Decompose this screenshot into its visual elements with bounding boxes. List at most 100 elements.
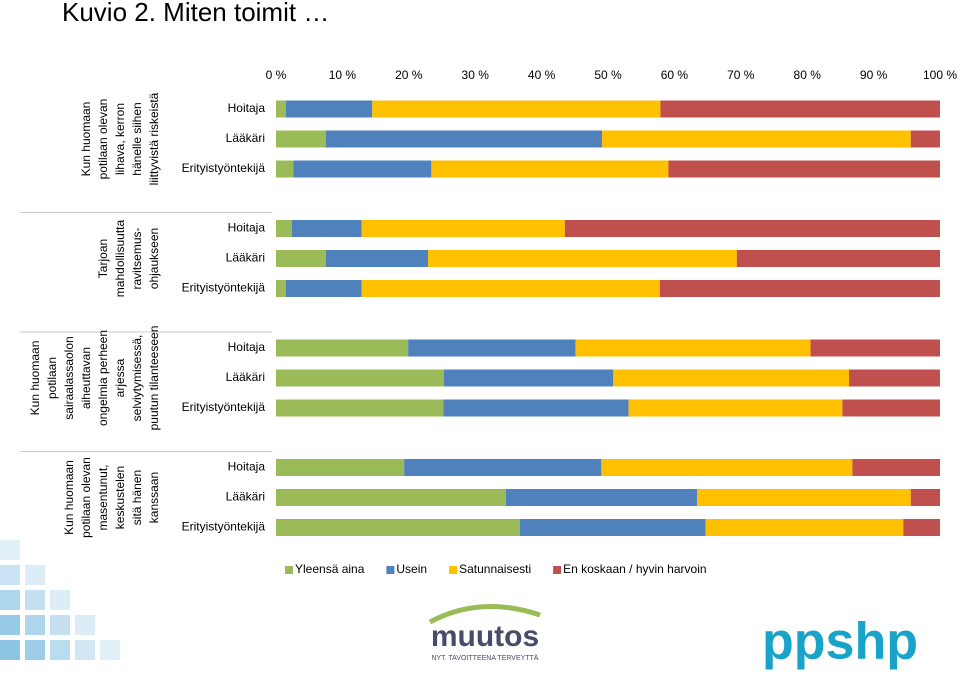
bar-segment (325, 250, 429, 267)
x-tick-label: 90 % (860, 68, 888, 82)
group-label: mahdollisuutta (113, 219, 127, 297)
group-label: keskustelen (113, 466, 127, 529)
group-label: hänelle siihen (130, 102, 144, 175)
bar-segment (276, 369, 444, 387)
group-label: ravitsemus- (130, 227, 144, 289)
bar-segment (276, 280, 286, 297)
y-tick-label: Erityistyöntekijä (182, 520, 266, 534)
bar-segment (276, 160, 294, 178)
logo-swoosh (428, 604, 541, 625)
group-label: sitä hänen (130, 470, 144, 525)
bar-segment (659, 280, 940, 297)
x-tick-label: 40 % (528, 68, 556, 82)
bar-segment (276, 100, 286, 118)
y-tick-label: Erityistyöntekijä (182, 281, 266, 295)
x-tick-label: 10 % (329, 68, 357, 82)
decoration (0, 540, 120, 660)
bar-segment (575, 339, 811, 357)
x-tick-label: 60 % (661, 68, 689, 82)
x-tick-label: 80 % (794, 68, 822, 82)
group-label: kanssaan (147, 472, 161, 523)
bar-segment (852, 459, 940, 476)
group-label: ohjaukseen (147, 228, 161, 289)
x-tick-label: 20 % (395, 68, 423, 82)
group-label: potilaan olevan (96, 99, 110, 180)
group-label: Kun huomaan (28, 341, 42, 416)
bar-segment (276, 130, 326, 148)
group-label: masentunut, (96, 464, 110, 530)
bar-segment (276, 250, 326, 267)
bar-segment (361, 220, 565, 237)
bar-segment (910, 489, 940, 506)
bar-segment (285, 280, 362, 297)
group-label: sairaalassaolon (62, 336, 76, 419)
bar-segment (810, 339, 940, 357)
bar-segment (660, 100, 940, 118)
legend-swatch (553, 566, 562, 574)
x-tick-label: 70 % (727, 68, 755, 82)
y-tick-label: Erityistyöntekijä (182, 161, 266, 175)
legend-swatch (449, 566, 458, 574)
group-label: lihava, kerron (113, 103, 127, 175)
bar-segment (736, 250, 940, 267)
bar-segment (668, 160, 940, 178)
legend-label: Satunnaisesti (459, 562, 531, 576)
bar-segment (372, 100, 661, 118)
group-label: ongelmia perheen (96, 330, 110, 426)
bar-segment (431, 160, 669, 178)
bar-segment (601, 459, 853, 476)
bar-segment (443, 369, 614, 387)
bar-segment (842, 399, 940, 417)
bar-segment (291, 220, 362, 237)
x-tick-label: 50 % (594, 68, 622, 82)
group-label: puutun tilanteeseen (147, 326, 161, 431)
y-tick-label: Lääkäri (226, 490, 265, 504)
group-label: liittyvistä riskeistä (147, 92, 161, 185)
bar-segment (293, 160, 432, 178)
group-label: potilaan (45, 357, 59, 399)
bar-segment (443, 399, 629, 417)
x-tick-label: 30 % (462, 68, 490, 82)
group-label: selviytymisessä, (130, 335, 144, 422)
bar-segment (285, 100, 373, 118)
legend-label: Usein (396, 562, 427, 576)
y-tick-label: Lääkäri (226, 370, 265, 384)
legend-swatch (285, 566, 293, 574)
group-label: Kun huomaan (62, 460, 76, 535)
y-tick-label: Hoitaja (228, 460, 266, 474)
y-tick-label: Lääkäri (226, 251, 265, 265)
logo-tagline: NYT. TAVOITTEENA TERVEYTTÄ (431, 654, 538, 662)
group-label: Tarjoan (96, 239, 110, 278)
legend-label: En koskaan / hyvin harvoin (563, 562, 706, 576)
bar-segment (276, 489, 506, 506)
bar-segment (696, 489, 911, 506)
y-tick-label: Erityistyöntekijä (182, 400, 266, 414)
y-tick-label: Hoitaja (228, 221, 266, 235)
bar-segment (325, 130, 603, 148)
y-tick-label: Hoitaja (228, 101, 266, 115)
y-tick-label: Hoitaja (228, 340, 266, 354)
bar-segment (564, 220, 940, 237)
bar-segment (361, 280, 660, 297)
bar-segment (428, 250, 737, 267)
logo-right: ppshp (762, 613, 918, 671)
legend-swatch (386, 566, 395, 574)
bar-segment (404, 459, 602, 476)
logo-left: muutos (431, 620, 539, 653)
bar-segment (628, 399, 843, 417)
group-label: arjessa (113, 358, 127, 397)
bar-segment (519, 519, 706, 536)
legend-label: Yleensä aina (295, 562, 365, 576)
bar-segment (910, 130, 940, 148)
bar-segment (276, 519, 520, 536)
group-label: aiheuttavan (79, 347, 93, 409)
bar-segment (408, 339, 576, 357)
bar-segment (505, 489, 697, 506)
group-label: Kun huomaan (79, 102, 93, 177)
bar-segment (276, 399, 444, 417)
bar-segment (276, 459, 405, 476)
y-tick-label: Lääkäri (226, 131, 265, 145)
bar-segment (602, 130, 911, 148)
bar-segment (613, 369, 850, 387)
